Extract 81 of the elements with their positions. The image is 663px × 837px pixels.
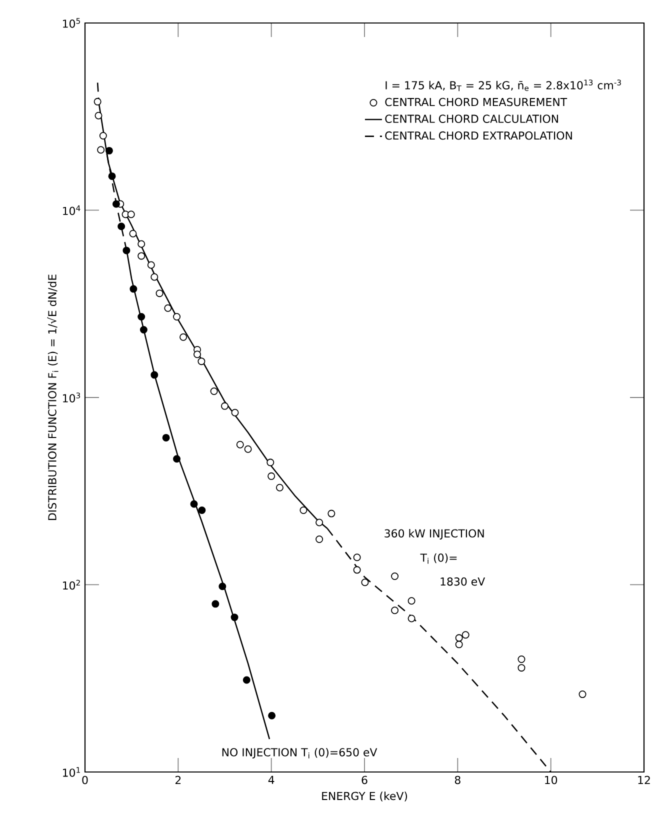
x-tick-label: 4 bbox=[268, 776, 274, 784]
point bbox=[99, 132, 107, 140]
x-tick-label: 0 bbox=[82, 776, 88, 784]
point bbox=[353, 566, 361, 574]
legend-label: CENTRAL CHORD EXTRAPOLATION bbox=[385, 131, 572, 140]
point bbox=[268, 472, 276, 480]
point bbox=[210, 387, 218, 395]
point bbox=[455, 640, 463, 648]
annotation: NO INJECTION T$_{i}$ (0)=650 eV bbox=[222, 748, 378, 758]
annotation: 360 kW INJECTION bbox=[384, 529, 484, 540]
point bbox=[462, 631, 470, 639]
point bbox=[97, 146, 105, 154]
point bbox=[156, 290, 164, 298]
y-tick-label: 10$^{2}$ bbox=[63, 580, 80, 590]
annotation: 1830 eV bbox=[440, 577, 486, 586]
legend-label: CENTRAL CHORD MEASUREMENT bbox=[385, 98, 568, 106]
point bbox=[218, 582, 226, 590]
point bbox=[316, 518, 324, 526]
point bbox=[408, 614, 416, 622]
point bbox=[230, 614, 238, 622]
point bbox=[138, 240, 146, 248]
point bbox=[242, 676, 250, 684]
y-tick-label: 10$^{5}$ bbox=[63, 18, 80, 28]
point bbox=[118, 222, 126, 230]
x-axis-title: ENERGY E (keV) bbox=[322, 792, 408, 802]
point bbox=[578, 690, 586, 698]
x-tick-label: 12 bbox=[638, 776, 650, 784]
x-tick-label: 6 bbox=[362, 776, 368, 784]
point bbox=[147, 261, 155, 269]
point bbox=[300, 506, 308, 514]
point bbox=[150, 273, 158, 281]
x-tick-label: 8 bbox=[454, 776, 460, 784]
point bbox=[391, 572, 399, 580]
point bbox=[316, 535, 324, 543]
point bbox=[108, 172, 116, 180]
point bbox=[455, 634, 463, 642]
point bbox=[221, 402, 228, 410]
legend-title: I = 175 kA, B$_{T}$ = 25 kG, n̄$_{e}$ = 2.8x10$^{13}$ cm$^{-3}$ bbox=[386, 80, 621, 92]
point bbox=[162, 434, 170, 442]
point bbox=[391, 606, 399, 614]
point bbox=[328, 510, 336, 518]
point bbox=[194, 350, 202, 358]
point bbox=[173, 455, 181, 463]
point bbox=[518, 656, 526, 664]
point bbox=[140, 326, 148, 334]
point bbox=[353, 554, 361, 562]
point bbox=[138, 252, 146, 260]
point bbox=[138, 312, 146, 320]
annotation: T$_{i}$ (0)= bbox=[420, 553, 457, 564]
point bbox=[266, 458, 274, 466]
point bbox=[164, 304, 172, 312]
point bbox=[518, 664, 526, 672]
x-tick-label: 2 bbox=[175, 776, 181, 784]
y-tick-label: 10$^{3}$ bbox=[63, 392, 80, 402]
y-axis-title: DISTRIBUTION FUNCTION F$_{i}$ (E) = 1/√E dN/dE bbox=[47, 274, 58, 520]
y-tick-label: 10$^{4}$ bbox=[63, 205, 80, 216]
point bbox=[112, 200, 120, 208]
point bbox=[276, 484, 284, 492]
point bbox=[190, 500, 198, 508]
point bbox=[150, 371, 158, 379]
point bbox=[173, 312, 181, 320]
point bbox=[129, 230, 137, 238]
point bbox=[130, 285, 138, 293]
point bbox=[180, 333, 188, 341]
legend-label: CENTRAL CHORD CALCULATION bbox=[385, 114, 558, 123]
point bbox=[236, 440, 244, 448]
point bbox=[231, 408, 239, 416]
x-tick-label: 10 bbox=[545, 776, 558, 784]
point bbox=[122, 246, 130, 254]
point bbox=[94, 98, 102, 106]
point bbox=[127, 210, 135, 218]
y-tick-label: 10$^{1}$ bbox=[63, 767, 80, 777]
point bbox=[408, 597, 416, 605]
point bbox=[361, 578, 369, 586]
point bbox=[198, 506, 206, 514]
point bbox=[94, 112, 102, 120]
point bbox=[105, 146, 113, 154]
point bbox=[268, 712, 276, 720]
point bbox=[244, 445, 252, 453]
point bbox=[212, 600, 220, 608]
point bbox=[198, 358, 206, 366]
